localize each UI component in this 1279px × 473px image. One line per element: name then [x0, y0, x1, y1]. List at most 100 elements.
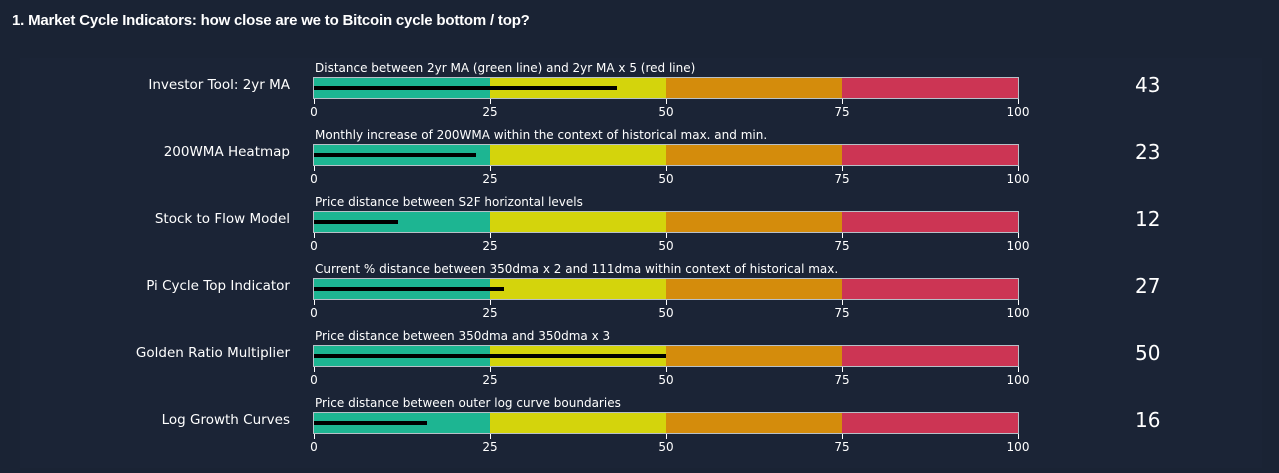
indicator-label: Investor Tool: 2yr MA	[148, 77, 290, 93]
indicator-row: Stock to Flow Model Price distance betwee…	[0, 193, 1279, 260]
tick-label: 0	[310, 373, 318, 387]
indicator-description: Current % distance between 350dma x 2 an…	[315, 262, 839, 276]
indicator-row: Golden Ratio Multiplier Price distance be…	[0, 327, 1279, 394]
tick-label: 0	[310, 172, 318, 186]
axis-tick	[842, 166, 843, 171]
axis-tick	[490, 367, 491, 372]
tick-label: 25	[482, 239, 498, 253]
band-75-100	[842, 279, 1018, 299]
axis-tick	[314, 99, 315, 104]
axis-tick	[314, 233, 315, 238]
axis-tick	[1018, 99, 1019, 104]
tick-label: 100	[1006, 306, 1030, 320]
indicator-label: Golden Ratio Multiplier	[135, 345, 290, 361]
band-50-75	[666, 279, 842, 299]
tick-label: 25	[482, 105, 498, 119]
axis-tick	[314, 434, 315, 439]
bullet-bar	[313, 77, 1019, 99]
band-50-75	[666, 78, 842, 98]
axis-tick	[842, 233, 843, 238]
tick-label: 75	[834, 373, 850, 387]
axis-tick	[1018, 233, 1019, 238]
indicator-row: 200WMA Heatmap Monthly increase of 200WMA…	[0, 126, 1279, 193]
indicator-description: Monthly increase of 200WMA within the co…	[315, 128, 768, 142]
axis-tick	[842, 99, 843, 104]
tick-label: 25	[482, 440, 498, 454]
indicator-value: 50	[1135, 341, 1161, 365]
band-25-50	[490, 212, 666, 232]
band-25-50	[490, 279, 666, 299]
tick-label: 25	[482, 306, 498, 320]
indicator-description: Price distance between S2F horizontal le…	[315, 195, 583, 209]
tick-label: 0	[310, 306, 318, 320]
indicator-row: Investor Tool: 2yr MA Distance between 2y…	[0, 59, 1279, 126]
tick-label: 50	[658, 239, 674, 253]
tick-label: 75	[834, 440, 850, 454]
band-50-75	[666, 346, 842, 366]
band-25-50	[490, 145, 666, 165]
axis-tick	[666, 434, 667, 439]
tick-label: 50	[658, 373, 674, 387]
indicator-value: 23	[1135, 140, 1161, 164]
axis-tick	[1018, 300, 1019, 305]
indicator-description: Price distance between outer log curve b…	[315, 396, 621, 410]
band-75-100	[842, 78, 1018, 98]
bullet-bar	[313, 278, 1019, 300]
value-indicator	[314, 86, 617, 90]
band-75-100	[842, 212, 1018, 232]
axis-tick	[314, 166, 315, 171]
axis-tick	[1018, 367, 1019, 372]
tick-label: 100	[1006, 440, 1030, 454]
axis-tick	[490, 233, 491, 238]
bullet-bar	[313, 211, 1019, 233]
tick-label: 75	[834, 172, 850, 186]
band-50-75	[666, 145, 842, 165]
indicator-label: Pi Cycle Top Indicator	[146, 278, 290, 294]
section-title: 1. Market Cycle Indicators: how close ar…	[12, 12, 530, 29]
bullet-bar	[313, 412, 1019, 434]
indicator-description: Distance between 2yr MA (green line) and…	[315, 61, 696, 75]
tick-label: 75	[834, 306, 850, 320]
axis-tick	[314, 367, 315, 372]
value-indicator	[314, 421, 427, 425]
bullet-bar	[313, 144, 1019, 166]
axis-tick	[490, 166, 491, 171]
tick-label: 50	[658, 440, 674, 454]
indicator-value: 12	[1135, 207, 1161, 231]
tick-label: 100	[1006, 239, 1030, 253]
indicator-row: Pi Cycle Top Indicator Current % distance…	[0, 260, 1279, 327]
tick-label: 100	[1006, 105, 1030, 119]
band-50-75	[666, 212, 842, 232]
axis-tick	[842, 300, 843, 305]
tick-label: 0	[310, 440, 318, 454]
band-75-100	[842, 145, 1018, 165]
indicator-description: Price distance between 350dma and 350dma…	[315, 329, 611, 343]
axis-tick	[666, 166, 667, 171]
tick-label: 100	[1006, 172, 1030, 186]
value-indicator	[314, 354, 666, 358]
indicator-value: 27	[1135, 274, 1161, 298]
tick-label: 0	[310, 239, 318, 253]
axis-tick	[842, 434, 843, 439]
tick-label: 75	[834, 105, 850, 119]
axis-tick	[666, 367, 667, 372]
axis-tick	[1018, 434, 1019, 439]
bullet-bar	[313, 345, 1019, 367]
tick-label: 25	[482, 373, 498, 387]
band-0-25	[314, 212, 490, 232]
tick-label: 50	[658, 172, 674, 186]
axis-tick	[842, 367, 843, 372]
axis-tick	[314, 300, 315, 305]
tick-label: 50	[658, 105, 674, 119]
axis-tick	[1018, 166, 1019, 171]
value-indicator	[314, 153, 476, 157]
indicator-label: Stock to Flow Model	[154, 211, 290, 227]
axis-tick	[490, 99, 491, 104]
band-50-75	[666, 413, 842, 433]
axis-tick	[666, 99, 667, 104]
axis-tick	[666, 233, 667, 238]
indicator-label: 200WMA Heatmap	[163, 144, 290, 160]
value-indicator	[314, 220, 399, 224]
indicator-row: Log Growth Curves Price distance between …	[0, 394, 1279, 461]
indicator-value: 43	[1135, 73, 1161, 97]
